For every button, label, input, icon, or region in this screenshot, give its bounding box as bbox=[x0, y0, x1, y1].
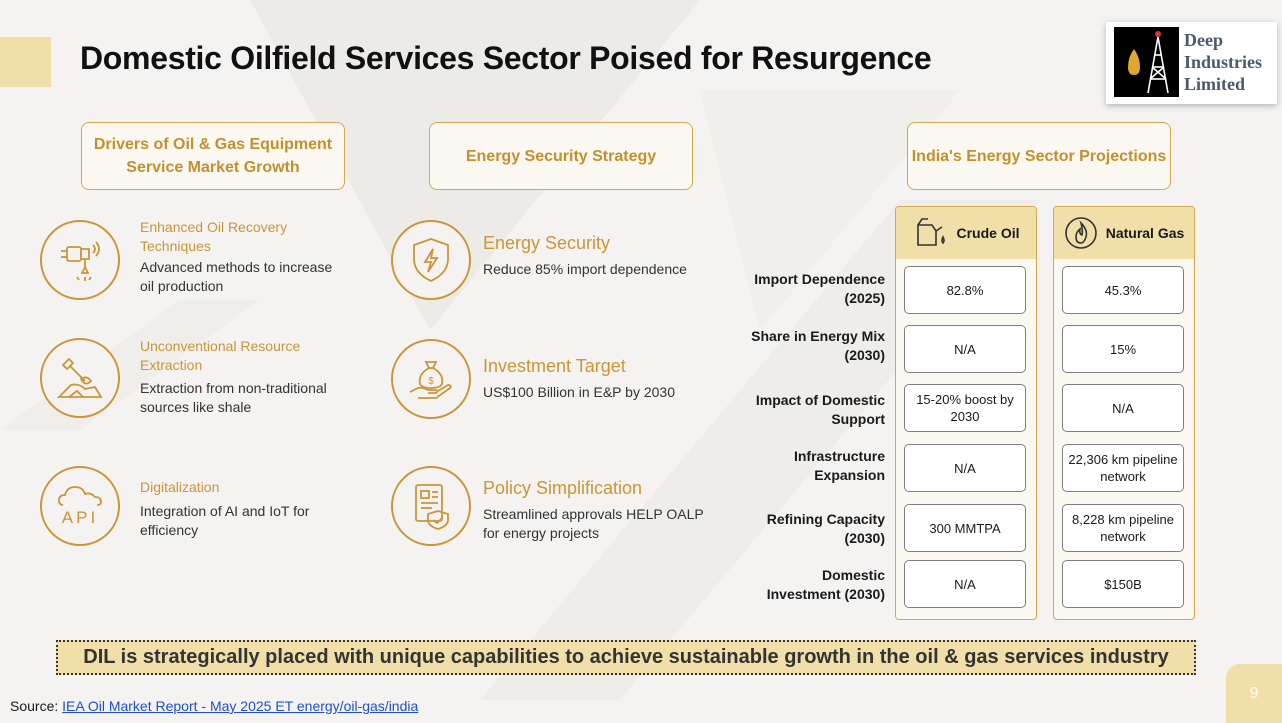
crude-oil-column-header: Crude Oil bbox=[896, 207, 1036, 259]
strategy-title-2: Investment Target bbox=[483, 356, 626, 376]
row-label-infrastructure: Infrastructure Expansion bbox=[793, 448, 885, 483]
strategy-title-3: Policy Simplification bbox=[483, 478, 643, 498]
cell-crude-investment: N/A bbox=[904, 560, 1026, 608]
projections-header: India's Energy Sector Projections bbox=[907, 122, 1171, 190]
strategy-item-2: Investment Target US$100 Billion in E&P … bbox=[483, 355, 713, 402]
oil-rig-logo-icon bbox=[1114, 27, 1179, 97]
logo-text: Deep Industries Limited bbox=[1184, 29, 1262, 95]
natural-gas-label: Natural Gas bbox=[1105, 225, 1185, 241]
cloud-api-icon: API bbox=[40, 466, 120, 546]
summary-banner: DIL is strategically placed with unique … bbox=[56, 640, 1196, 675]
strategy-desc-1: Reduce 85% import dependence bbox=[483, 261, 687, 277]
row-label-domestic-support: Impact of Domestic Support bbox=[755, 392, 885, 427]
energy-security-header: Energy Security Strategy bbox=[429, 122, 693, 190]
shovel-icon bbox=[40, 338, 120, 418]
cell-gas-investment: $150B bbox=[1062, 560, 1184, 608]
source-link-et[interactable]: ET energy/oil-gas/india bbox=[275, 698, 419, 714]
strategy-desc-2: US$100 Billion in E&P by 2030 bbox=[483, 384, 675, 400]
cell-crude-infrastructure: N/A bbox=[904, 444, 1026, 492]
natural-gas-column-header: Natural Gas bbox=[1054, 207, 1194, 259]
money-bag-hand-icon: $ bbox=[391, 339, 471, 419]
row-label-domestic-investment: Domestic Investment (2030) bbox=[766, 567, 885, 602]
driver-desc-1: Advanced methods to increase oil product… bbox=[140, 259, 333, 294]
strategy-title-1: Energy Security bbox=[483, 233, 611, 253]
svg-text:$: $ bbox=[428, 376, 434, 387]
driver-desc-3: Integration of AI and IoT for efficiency bbox=[140, 503, 310, 538]
api-icon-text: API bbox=[62, 508, 98, 527]
row-label-refining-capacity: Refining Capacity (2030) bbox=[766, 511, 885, 546]
logo-line-2: Industries bbox=[1184, 52, 1263, 72]
logo-line-1: Deep bbox=[1184, 30, 1223, 50]
page-title: Domestic Oilfield Services Sector Poised… bbox=[80, 40, 932, 76]
page-number: 9 bbox=[1226, 664, 1282, 723]
driver-title-1: Enhanced Oil Recovery Techniques bbox=[140, 219, 288, 254]
cell-gas-import: 45.3% bbox=[1062, 266, 1184, 314]
driver-title-3: Digitalization bbox=[140, 479, 220, 495]
logo-line-3: Limited bbox=[1184, 74, 1245, 94]
strategy-item-1: Energy Security Reduce 85% import depend… bbox=[483, 232, 713, 279]
flame-icon bbox=[1064, 217, 1097, 249]
cell-crude-refining: 300 MMTPA bbox=[904, 504, 1026, 552]
shield-bolt-icon bbox=[391, 220, 471, 300]
cell-gas-energy-mix: 15% bbox=[1062, 325, 1184, 373]
oil-can-icon bbox=[917, 218, 946, 246]
cell-gas-domestic-support: N/A bbox=[1062, 384, 1184, 432]
source-line: Source: IEA Oil Market Report - May 2025… bbox=[10, 698, 418, 714]
cell-gas-infrastructure: 22,306 km pipeline network bbox=[1062, 444, 1184, 492]
cell-crude-domestic-support: 15-20% boost by 2030 bbox=[904, 384, 1026, 432]
cell-gas-refining: 8,228 km pipeline network bbox=[1062, 504, 1184, 552]
driver-item-2: Unconventional Resource Extraction Extra… bbox=[140, 337, 355, 417]
strategy-item-3: Policy Simplification Streamlined approv… bbox=[483, 477, 713, 543]
source-label: Source: bbox=[10, 698, 59, 714]
document-check-icon bbox=[391, 466, 471, 546]
driver-item-1: Enhanced Oil Recovery Techniques Advance… bbox=[140, 218, 350, 296]
driver-item-3: Digitalization Integration of AI and IoT… bbox=[140, 478, 350, 540]
company-logo: Deep Industries Limited bbox=[1106, 22, 1277, 104]
title-accent-block bbox=[0, 37, 51, 87]
strategy-desc-3: Streamlined approvals HELP OALP for ener… bbox=[483, 506, 704, 541]
driver-title-2: Unconventional Resource Extraction bbox=[140, 338, 301, 373]
source-link-iea[interactable]: IEA Oil Market Report - May 2025 bbox=[62, 698, 276, 714]
cell-crude-energy-mix: N/A bbox=[904, 325, 1026, 373]
row-label-import-dependence: Import Dependence (2025) bbox=[754, 271, 885, 306]
driver-desc-2: Extraction from non-traditional sources … bbox=[140, 380, 327, 415]
cell-crude-import: 82.8% bbox=[904, 266, 1026, 314]
drivers-header: Drivers of Oil & Gas Equipment Service M… bbox=[81, 122, 345, 190]
crude-oil-label: Crude Oil bbox=[956, 225, 1020, 241]
drill-icon bbox=[40, 220, 120, 300]
row-label-energy-mix: Share in Energy Mix (2030) bbox=[751, 328, 885, 363]
